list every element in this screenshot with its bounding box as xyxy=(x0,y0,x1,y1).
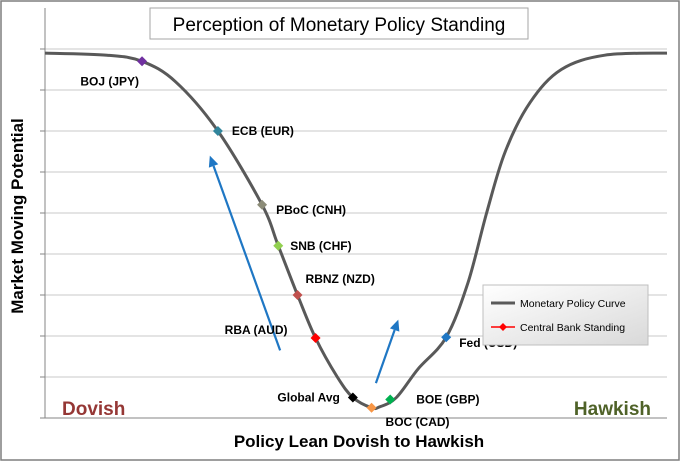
marker-fed-usd xyxy=(441,332,452,343)
y-axis-label: Market Moving Potential xyxy=(8,118,27,314)
marker-ecb-eur xyxy=(212,126,223,136)
gridlines xyxy=(45,48,667,378)
marker-rba-aud xyxy=(310,333,321,344)
marker-boj-jpy xyxy=(137,56,148,67)
label-ecb-eur: ECB (EUR) xyxy=(232,124,294,138)
label-boe-gbp: BOE (GBP) xyxy=(416,393,479,407)
legend-bank-label: Central Bank Standing xyxy=(520,322,625,334)
label-rbnz-nzd: RBNZ (NZD) xyxy=(306,272,375,286)
legend-bank-swatch-diamond xyxy=(499,323,507,331)
dovish-label: Dovish xyxy=(62,399,125,420)
marker-rbnz-nzd xyxy=(292,290,303,300)
marker-boc-cad xyxy=(366,402,377,413)
trend-arrow-1 xyxy=(212,165,282,351)
axes xyxy=(40,8,667,419)
chart-title: Perception of Monetary Policy Standing xyxy=(173,15,506,36)
legend-curve-label: Monetary Policy Curve xyxy=(520,298,626,310)
trend-arrowhead-2 xyxy=(389,319,400,332)
label-layer: BOJ (JPY) ECB (EUR) PBoC (CNH) SNB (CHF) RBN… xyxy=(80,74,517,428)
title-box xyxy=(149,7,529,40)
marker-boe-gbp xyxy=(385,394,396,405)
trend-arrowhead-1 xyxy=(208,155,219,168)
hawkish-label: Hawkish xyxy=(574,399,651,420)
label-snb-chf: SNB (CHF) xyxy=(290,239,351,253)
label-boj-jpy: BOJ (JPY) xyxy=(80,74,139,88)
legend-box xyxy=(482,284,649,346)
trend-arrow-2 xyxy=(374,329,396,384)
marker-global-avg xyxy=(347,392,358,403)
label-boc-cad: BOC (CAD) xyxy=(386,415,450,429)
arrow-layer xyxy=(208,155,400,384)
label-global-avg: Global Avg xyxy=(277,391,339,405)
label-rba-aud: RBA (AUD) xyxy=(225,323,288,337)
marker-layer xyxy=(137,56,452,413)
legend: Monetary Policy Curve Central Bank Stand… xyxy=(482,284,649,346)
marker-snb-chf xyxy=(273,240,284,251)
x-axis-label: Policy Lean Dovish to Hawkish xyxy=(234,432,484,451)
marker-pboc-cnh xyxy=(257,199,268,210)
label-pboc-cnh: PBoC (CNH) xyxy=(276,203,346,217)
